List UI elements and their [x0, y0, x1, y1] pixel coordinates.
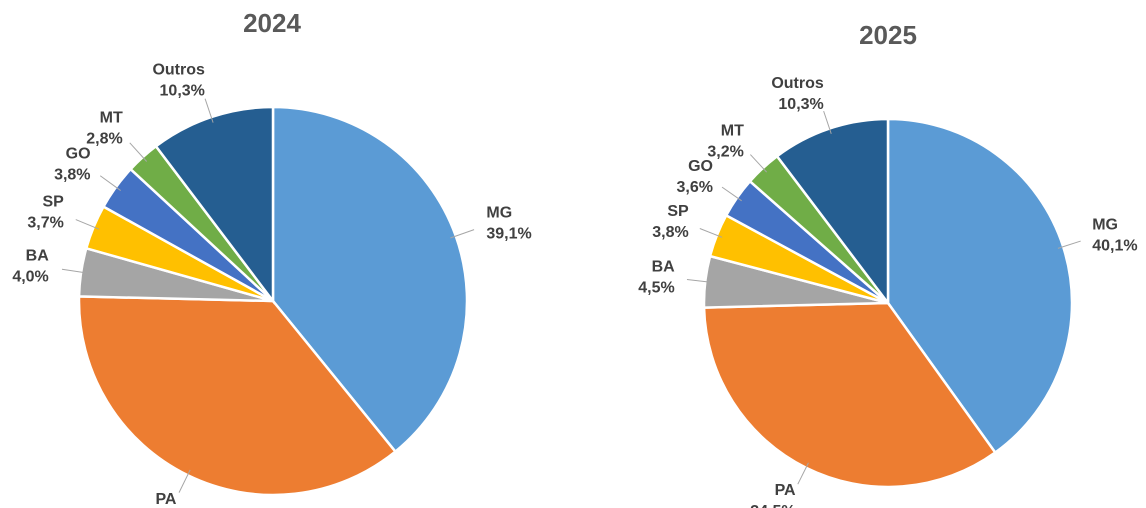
leader-line [178, 469, 191, 493]
data-label-value: 10,3% [160, 83, 205, 100]
leader-line [823, 110, 832, 134]
leader-line [99, 175, 121, 191]
data-label-value: 40,1% [1092, 238, 1137, 255]
data-label-value: 2,8% [86, 131, 122, 148]
data-label-name: MG [486, 204, 512, 221]
leader-line [1057, 240, 1081, 249]
chart-title: 2025 [859, 20, 917, 50]
data-label-name: PA [155, 491, 176, 508]
leader-line [204, 98, 214, 123]
data-label-name: BA [26, 248, 50, 265]
data-label-name: GO [688, 158, 713, 175]
data-label-value: 3,6% [676, 179, 712, 196]
data-label-name: MT [100, 110, 123, 127]
leader-line [699, 228, 723, 238]
data-label-value: 3,7% [27, 214, 63, 231]
data-label-name: SP [42, 193, 64, 210]
data-label-value: 4,5% [638, 280, 674, 297]
data-label-value: 3,8% [652, 224, 688, 241]
leader-line [129, 142, 148, 162]
leader-line [450, 229, 475, 239]
data-label-name: GO [66, 146, 91, 163]
data-label-value: 34,5% [750, 503, 795, 508]
data-label-name: Outros [771, 75, 824, 92]
data-label-value: 3,2% [707, 143, 743, 160]
data-label-name: SP [667, 203, 689, 220]
leader-line [750, 154, 768, 173]
leader-line [61, 268, 87, 274]
leader-line [75, 219, 100, 230]
data-label-name: BA [652, 259, 676, 276]
data-label-name: MG [1092, 217, 1118, 234]
data-label-name: MT [721, 122, 744, 139]
leader-line [721, 186, 742, 202]
data-label-value: 4,0% [12, 269, 48, 286]
leader-line [797, 462, 809, 485]
data-label-name: Outros [152, 62, 205, 79]
data-label-value: 3,8% [54, 167, 90, 184]
chart-title: 2024 [243, 8, 301, 38]
data-label-value: 39,1% [486, 225, 531, 242]
leader-line [686, 279, 711, 283]
data-label-value: 10,3% [778, 96, 823, 113]
data-label-name: PA [775, 482, 796, 499]
